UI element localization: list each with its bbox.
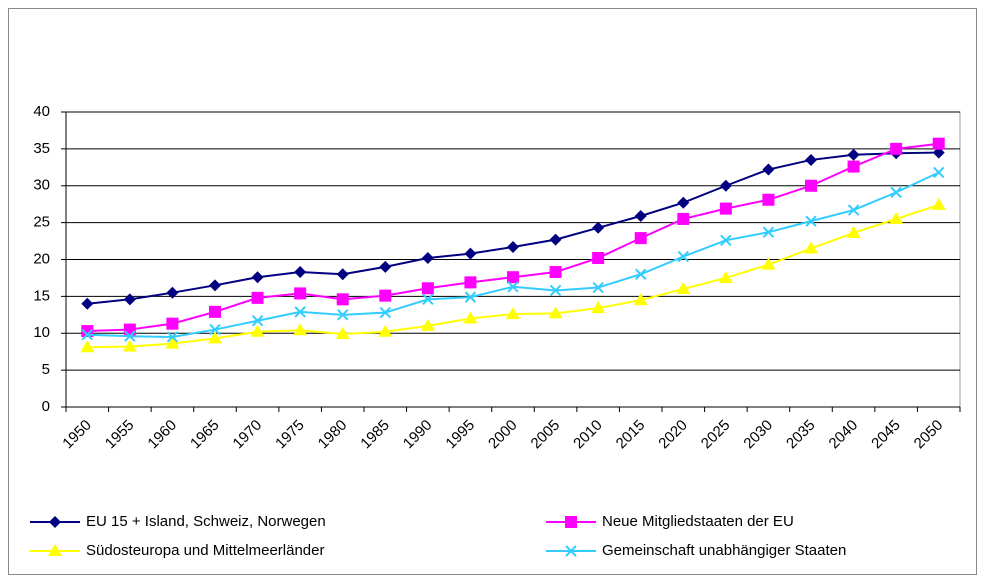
legend-marker xyxy=(48,544,62,556)
y-tick-label: 25 xyxy=(33,214,50,231)
data-point xyxy=(208,331,222,344)
y-tick-label: 30 xyxy=(33,177,50,194)
data-point xyxy=(464,291,477,303)
legend-label: Südosteuropa und Mittelmeerländer xyxy=(86,542,324,559)
data-point xyxy=(463,311,478,324)
data-point xyxy=(890,142,903,155)
data-point xyxy=(464,247,477,260)
data-point xyxy=(335,326,350,339)
data-point xyxy=(507,281,519,293)
data-point xyxy=(165,336,180,349)
data-point xyxy=(464,276,477,289)
data-point xyxy=(847,160,860,173)
data-point xyxy=(805,179,817,192)
data-point xyxy=(379,289,392,302)
data-point xyxy=(420,318,435,331)
data-point xyxy=(166,286,179,299)
data-point xyxy=(761,257,776,270)
data-point xyxy=(166,317,179,330)
data-point xyxy=(294,266,307,279)
data-point xyxy=(635,268,647,280)
legend-marker xyxy=(565,516,577,528)
data-point xyxy=(81,297,94,310)
data-point xyxy=(846,225,861,238)
y-tick-label: 5 xyxy=(42,361,50,378)
y-tick-label: 35 xyxy=(33,140,50,157)
data-point xyxy=(336,293,349,306)
data-point xyxy=(337,309,349,321)
data-point xyxy=(676,282,691,294)
data-point xyxy=(251,315,264,327)
data-point xyxy=(123,323,136,336)
data-point xyxy=(336,268,349,281)
data-point xyxy=(847,204,860,216)
data-point xyxy=(762,163,775,176)
data-point xyxy=(847,148,860,161)
data-point xyxy=(890,186,902,199)
data-point xyxy=(591,301,606,314)
data-point xyxy=(294,306,306,318)
data-point xyxy=(932,137,945,150)
data-point xyxy=(549,266,562,279)
data-point xyxy=(250,324,265,337)
data-point xyxy=(762,193,775,206)
data-point xyxy=(762,226,775,238)
data-point xyxy=(677,250,689,263)
data-point xyxy=(507,271,519,284)
data-point xyxy=(719,202,732,215)
data-point xyxy=(718,270,733,283)
data-point xyxy=(379,306,391,319)
data-point xyxy=(209,279,221,292)
data-point xyxy=(166,331,179,343)
data-point xyxy=(677,212,690,225)
data-point xyxy=(209,305,221,318)
data-point xyxy=(294,287,307,300)
data-point xyxy=(379,260,392,273)
y-tick-label: 0 xyxy=(42,398,50,415)
data-point xyxy=(592,281,604,294)
data-point xyxy=(124,330,136,342)
data-point xyxy=(634,232,647,245)
data-point xyxy=(931,197,946,210)
legend-label: EU 15 + Island, Schweiz, Norwegen xyxy=(86,513,326,530)
data-point xyxy=(122,339,137,352)
legend-marker xyxy=(49,516,61,528)
data-point xyxy=(719,179,732,192)
data-point xyxy=(549,233,562,246)
data-point xyxy=(123,293,136,306)
data-point xyxy=(422,293,434,306)
data-point xyxy=(421,252,434,265)
data-point xyxy=(720,234,732,247)
data-point xyxy=(293,323,308,336)
data-point xyxy=(209,323,221,336)
legend-label: Neue Mitgliedstaaten der EU xyxy=(602,513,794,530)
data-point xyxy=(592,221,605,234)
data-point xyxy=(633,293,648,306)
data-point xyxy=(592,252,605,265)
data-point xyxy=(81,329,93,341)
y-tick-label: 10 xyxy=(33,324,50,341)
data-point xyxy=(634,209,647,222)
data-point xyxy=(933,166,945,179)
data-point xyxy=(549,284,562,297)
legend-label: Gemeinschaft unabhängiger Staaten xyxy=(602,542,846,559)
data-point xyxy=(889,211,904,224)
y-tick-label: 15 xyxy=(33,287,50,304)
data-point xyxy=(378,324,393,337)
data-point xyxy=(677,196,690,209)
y-tick-label: 40 xyxy=(33,103,50,120)
data-point xyxy=(251,291,264,304)
y-tick-label: 20 xyxy=(33,250,50,267)
data-point xyxy=(805,153,817,166)
legend-marker xyxy=(565,545,577,557)
data-point xyxy=(548,306,563,319)
data-point xyxy=(805,215,817,227)
data-point xyxy=(507,240,519,253)
data-point xyxy=(251,271,264,284)
data-point xyxy=(506,307,520,320)
data-point xyxy=(804,241,818,254)
data-point xyxy=(421,282,434,295)
data-point xyxy=(80,340,95,353)
